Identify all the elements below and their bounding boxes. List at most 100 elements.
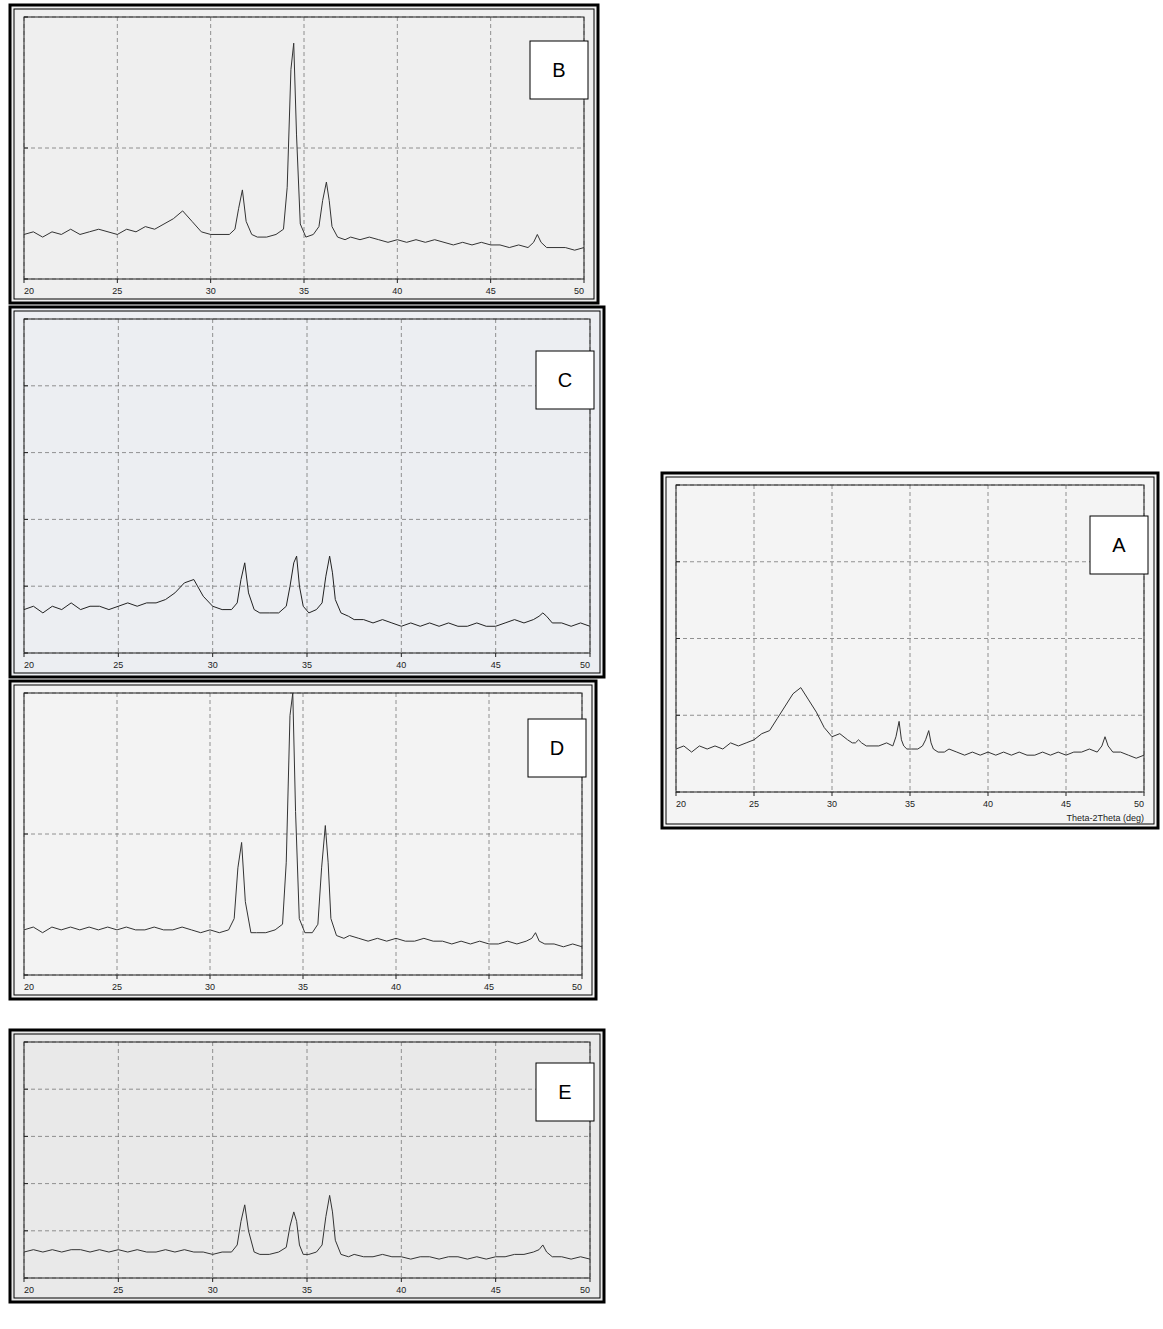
y-tick bbox=[24, 1278, 28, 1279]
y-tick bbox=[24, 1183, 28, 1184]
plot-frame bbox=[24, 319, 590, 653]
x-tick bbox=[590, 653, 591, 657]
y-tick bbox=[24, 975, 28, 976]
x-tick-label: 25 bbox=[112, 982, 122, 992]
panel-border-inner bbox=[14, 1034, 600, 1298]
x-tick bbox=[24, 975, 25, 979]
panel-label-box bbox=[528, 719, 586, 777]
x-tick-label: 45 bbox=[491, 660, 501, 670]
y-tick bbox=[676, 561, 680, 562]
x-tick bbox=[118, 653, 119, 657]
panel-label-box bbox=[536, 351, 594, 409]
grid-line-y bbox=[24, 452, 590, 453]
grid-line-x bbox=[307, 1042, 308, 1278]
grid-line-x bbox=[1066, 485, 1067, 792]
x-tick-label: 35 bbox=[298, 982, 308, 992]
grid-line-y bbox=[676, 638, 1144, 639]
x-tick-label: 50 bbox=[572, 982, 582, 992]
x-tick bbox=[307, 1278, 308, 1282]
y-tick bbox=[676, 715, 680, 716]
y-tick bbox=[24, 319, 28, 320]
grid-line-x bbox=[118, 319, 119, 653]
panel-label: C bbox=[558, 369, 572, 391]
figure: 20253035404550Theta-2Theta (deg)A2025303… bbox=[0, 0, 1163, 1329]
x-tick-label: 35 bbox=[302, 660, 312, 670]
grid-line-y bbox=[24, 385, 590, 386]
grid-line-y bbox=[24, 834, 582, 835]
panel-label: E bbox=[558, 1081, 571, 1103]
x-tick bbox=[117, 279, 118, 283]
grid-line-x bbox=[401, 319, 402, 653]
x-tick-label: 30 bbox=[206, 286, 216, 296]
grid-line-y bbox=[24, 148, 584, 149]
x-tick-label: 45 bbox=[486, 286, 496, 296]
x-tick bbox=[396, 975, 397, 979]
x-tick bbox=[24, 279, 25, 283]
x-tick bbox=[1066, 792, 1067, 796]
panel-label-box bbox=[1090, 516, 1148, 574]
x-tick-label: 20 bbox=[24, 286, 34, 296]
x-tick-label: 45 bbox=[1061, 799, 1071, 809]
x-tick-label: 40 bbox=[396, 660, 406, 670]
panel: 20253035404550E bbox=[10, 1030, 604, 1302]
x-tick bbox=[24, 1278, 25, 1282]
pattern-line bbox=[24, 1195, 590, 1259]
y-tick bbox=[24, 1230, 28, 1231]
data-group bbox=[24, 1195, 590, 1259]
panel-border-inner bbox=[666, 477, 1154, 824]
grid-line-y bbox=[676, 715, 1144, 716]
grid-line-x bbox=[490, 17, 491, 279]
x-tick-label: 40 bbox=[983, 799, 993, 809]
panel: 20253035404550B bbox=[10, 5, 598, 303]
panel-border-inner bbox=[14, 311, 600, 673]
panel-border bbox=[10, 307, 604, 677]
x-tick-label: 35 bbox=[302, 1285, 312, 1295]
x-tick bbox=[304, 279, 305, 283]
y-tick bbox=[24, 385, 28, 386]
x-tick-label: 45 bbox=[484, 982, 494, 992]
grid-line-x bbox=[212, 319, 213, 653]
grid-line-y bbox=[24, 519, 590, 520]
x-tick-label: 20 bbox=[24, 660, 34, 670]
y-tick bbox=[24, 279, 28, 280]
data-group bbox=[24, 693, 582, 947]
plot-frame bbox=[24, 1042, 590, 1278]
grid-line-y bbox=[24, 1230, 590, 1231]
x-tick bbox=[590, 1278, 591, 1282]
x-tick-label: 35 bbox=[299, 286, 309, 296]
pattern-line bbox=[24, 556, 590, 626]
x-tick-label: 50 bbox=[580, 660, 590, 670]
grid-line-x bbox=[495, 1042, 496, 1278]
y-tick bbox=[24, 17, 28, 18]
y-tick bbox=[24, 653, 28, 654]
grid-line-x bbox=[212, 1042, 213, 1278]
panel-label: D bbox=[550, 737, 564, 759]
y-tick bbox=[24, 1136, 28, 1137]
x-tick-label: 30 bbox=[208, 1285, 218, 1295]
x-tick bbox=[832, 792, 833, 796]
x-tick bbox=[1144, 792, 1145, 796]
x-tick bbox=[495, 653, 496, 657]
x-tick bbox=[910, 792, 911, 796]
grid-line-x bbox=[495, 319, 496, 653]
x-tick-label: 20 bbox=[676, 799, 686, 809]
x-tick-label: 35 bbox=[905, 799, 915, 809]
x-tick bbox=[210, 975, 211, 979]
x-tick-label: 30 bbox=[208, 660, 218, 670]
y-tick bbox=[24, 519, 28, 520]
pattern-line bbox=[24, 43, 584, 250]
x-tick bbox=[988, 792, 989, 796]
y-tick bbox=[24, 1089, 28, 1090]
y-tick bbox=[676, 638, 680, 639]
grid-line-y bbox=[24, 1183, 590, 1184]
pattern-line bbox=[676, 688, 1144, 759]
x-tick bbox=[401, 1278, 402, 1282]
y-tick bbox=[676, 485, 680, 486]
y-tick bbox=[676, 792, 680, 793]
x-tick-label: 20 bbox=[24, 1285, 34, 1295]
x-tick bbox=[212, 653, 213, 657]
panel-border bbox=[10, 1030, 604, 1302]
panel-border-inner bbox=[14, 685, 592, 995]
y-tick bbox=[24, 834, 28, 835]
x-tick-label: 50 bbox=[580, 1285, 590, 1295]
